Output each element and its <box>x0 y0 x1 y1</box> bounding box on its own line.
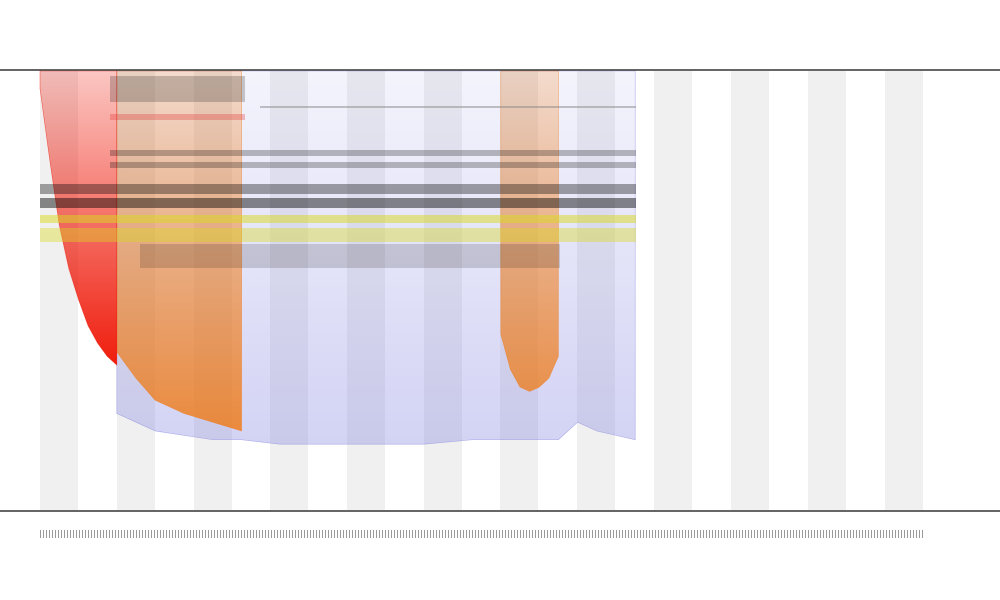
areas <box>39 70 636 445</box>
row-band <box>40 198 636 208</box>
band <box>731 71 769 510</box>
row-bands <box>40 76 636 268</box>
band <box>885 71 923 510</box>
row-band <box>110 150 636 156</box>
series-area <box>116 70 559 432</box>
row-band <box>110 76 245 102</box>
row-band <box>40 184 636 194</box>
row-band <box>140 244 560 268</box>
row-band <box>110 162 636 168</box>
row-band <box>110 114 245 120</box>
band <box>808 71 846 510</box>
row-band <box>40 215 636 223</box>
band <box>654 71 692 510</box>
row-band <box>40 228 636 242</box>
